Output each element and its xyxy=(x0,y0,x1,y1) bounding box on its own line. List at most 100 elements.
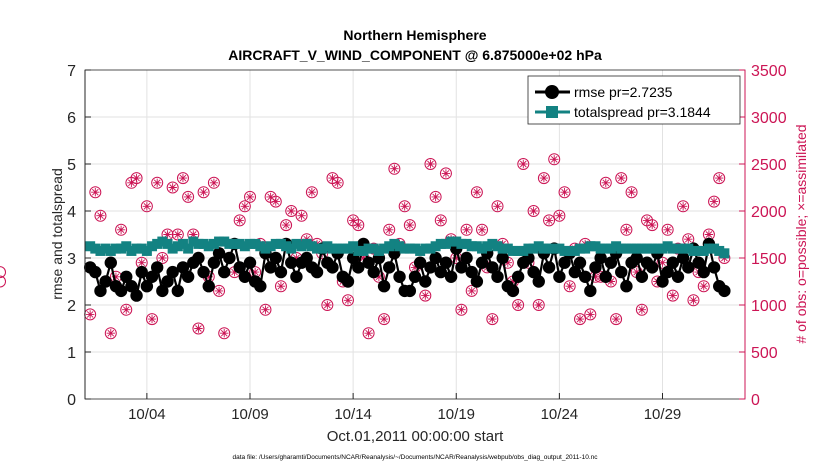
totalspread-point xyxy=(327,243,338,254)
obs-possible-point xyxy=(635,303,648,316)
obs-possible-point xyxy=(491,200,504,213)
totalspread-point xyxy=(497,243,508,254)
obs-assimilated-point xyxy=(560,188,569,197)
chart-subtitle: AIRCRAFT_V_WIND_COMPONENT @ 6.875000e+02… xyxy=(228,47,602,63)
obs-assimilated-point xyxy=(678,202,688,211)
y-tick-label-right: 2500 xyxy=(751,157,787,174)
totalspread-point xyxy=(451,236,462,247)
totalspread-point xyxy=(95,245,106,256)
rmse-point xyxy=(661,265,674,279)
totalspread-point xyxy=(265,241,276,252)
obs-assimilated-point xyxy=(137,258,146,267)
rmse-point xyxy=(568,265,582,279)
obs-possible-point xyxy=(192,322,205,335)
totalspread-point xyxy=(301,238,312,249)
obs-assimilated-point xyxy=(421,291,430,300)
grid xyxy=(85,70,745,399)
y-axis-label-right: # of obs: o=possible; ×=assimilated xyxy=(793,124,809,343)
rmse-point xyxy=(527,265,540,279)
obs-assimilated-point xyxy=(400,202,409,211)
totalspread-point xyxy=(379,243,390,254)
obs-possible-point xyxy=(352,219,365,232)
obs-assimilated-point xyxy=(147,314,157,324)
rmse-point xyxy=(578,270,592,283)
chart-title: Northern Hemisphere xyxy=(343,27,486,43)
obs-possible-point xyxy=(156,252,169,264)
obs-assimilated-point xyxy=(199,188,208,197)
rmse-point xyxy=(290,270,303,283)
rmse-point xyxy=(682,261,695,274)
rmse-point xyxy=(697,265,710,279)
totalspread-point xyxy=(420,243,431,254)
totalspread-point xyxy=(461,238,472,249)
rmse-point xyxy=(377,280,391,293)
obs-possible-point xyxy=(207,176,220,189)
obs-possible-point xyxy=(238,200,251,213)
obs-assimilated-point xyxy=(96,211,105,220)
totalspread-point xyxy=(177,238,188,249)
obs-possible-point xyxy=(548,153,561,166)
obs-assimilated-point xyxy=(472,188,482,197)
x-tick-label: 10/09 xyxy=(231,406,269,423)
rmse-point xyxy=(676,251,690,265)
obs-possible-point xyxy=(558,186,571,199)
obs-assimilated-point xyxy=(493,202,502,211)
obs-possible-point xyxy=(89,186,102,199)
obs-assimilated-point xyxy=(85,310,95,319)
legend-rmse-marker xyxy=(545,85,559,99)
obs-assimilated-point xyxy=(488,314,497,324)
obs-possible-point xyxy=(388,162,401,175)
obs-assimilated-point xyxy=(477,225,487,234)
totalspread-point xyxy=(538,243,549,254)
rmse-point xyxy=(207,256,221,269)
left-axis-ticks: 0 1 2 3 4 5 6 7 xyxy=(67,63,91,409)
legend-rmse-label: rmse pr=2.7235 xyxy=(574,84,673,100)
obs-assimilated-point xyxy=(168,183,177,192)
rmse-point xyxy=(145,270,159,283)
obs-assimilated-point xyxy=(529,206,538,216)
obs-assimilated-point xyxy=(220,329,229,338)
obs-possible-point xyxy=(233,214,246,227)
obs-assimilated-point xyxy=(354,220,363,230)
totalspread-point xyxy=(636,243,647,254)
obs-assimilated-point xyxy=(307,188,317,197)
obs-possible-point xyxy=(419,289,432,302)
totalspread-point xyxy=(286,243,297,254)
rmse-point xyxy=(511,270,525,283)
rmse-point xyxy=(506,284,520,298)
totalspread-point xyxy=(642,243,653,254)
rmse-point xyxy=(223,251,236,265)
obs-assimilated-point xyxy=(374,272,384,281)
obs-assimilated-point xyxy=(158,253,167,263)
totalspread-point xyxy=(482,241,493,252)
rmse-point xyxy=(285,256,298,269)
totalspread-point xyxy=(595,243,606,254)
totalspread-point xyxy=(719,248,730,259)
obs-possible-point xyxy=(182,190,195,203)
obs-assimilated-point xyxy=(611,314,621,324)
totalspread-point xyxy=(507,245,518,256)
rmse-point xyxy=(620,280,633,293)
rmse-point xyxy=(218,265,231,279)
obs-possible-point xyxy=(666,289,679,302)
rmse-point xyxy=(135,265,148,279)
obs-possible-point xyxy=(512,299,525,311)
obs-assimilated-point xyxy=(266,192,275,202)
obs-possible-point xyxy=(171,228,184,241)
obs-possible-point xyxy=(697,280,710,293)
rmse-point xyxy=(352,261,365,274)
totalspread-point xyxy=(549,243,560,254)
totalspread-point xyxy=(322,241,333,252)
y-tick-label-left: 4 xyxy=(67,204,76,221)
rmse-point xyxy=(558,256,571,269)
obs-possible-point xyxy=(130,172,143,185)
totalspread-point xyxy=(363,243,374,254)
rmse-point xyxy=(666,256,680,269)
obs-assimilated-point xyxy=(452,253,461,263)
obs-assimilated-point xyxy=(462,225,471,234)
totalspread-point xyxy=(389,238,400,249)
obs-assimilated-point xyxy=(287,206,296,216)
obs-assimilated-point xyxy=(297,211,306,220)
rmse-point xyxy=(140,280,154,293)
